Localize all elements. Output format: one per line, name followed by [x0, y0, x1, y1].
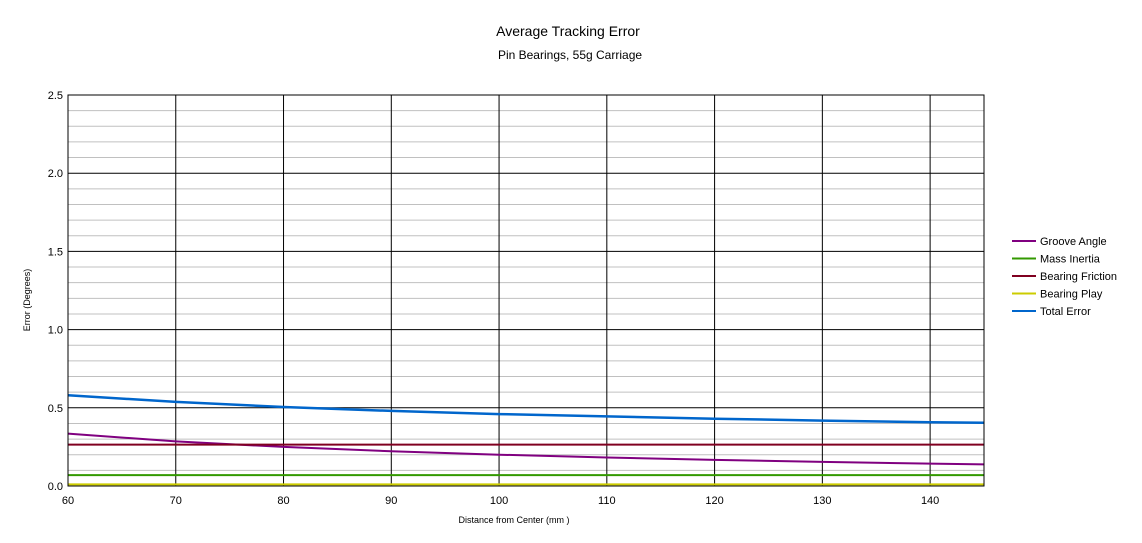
y-tick-label: 1.0	[48, 325, 63, 337]
legend-label-groove-angle: Groove Angle	[1040, 236, 1107, 248]
x-tick-label: 120	[705, 495, 723, 507]
series-layer	[67, 394, 985, 486]
x-tick-label: 110	[598, 495, 616, 507]
x-tick-label: 70	[170, 495, 182, 507]
series-line-total-error	[67, 394, 985, 425]
y-axis-label: Error (Degrees)	[22, 269, 32, 332]
chart-subtitle: Pin Bearings, 55g Carriage	[498, 48, 642, 62]
legend: Groove Angle Mass Inertia Bearing Friction…	[1012, 236, 1117, 318]
x-tick-label: 130	[813, 495, 831, 507]
y-tick-label: 0.5	[48, 403, 63, 415]
legend-label-total-error: Total Error	[1040, 306, 1091, 318]
y-tick-label: 0.0	[48, 481, 63, 493]
chart-title: Average Tracking Error	[496, 23, 640, 39]
legend-label-mass-inertia: Mass Inertia	[1040, 254, 1101, 266]
x-tick-label: 60	[62, 495, 74, 507]
legend-label-bearing-friction: Bearing Friction	[1040, 271, 1117, 283]
x-axis-label: Distance from Center (mm )	[458, 515, 569, 525]
x-tick-labels: 60 70 80 90 100 110 120 130 140	[62, 495, 939, 507]
y-tick-label: 1.5	[48, 246, 63, 258]
y-tick-labels: 0.0 0.5 1.0 1.5 2.0 2.5	[48, 90, 63, 493]
plot-frame	[67, 94, 985, 487]
x-tick-label: 80	[277, 495, 289, 507]
legend-label-bearing-play: Bearing Play	[1040, 289, 1103, 301]
y-tick-label: 2.0	[48, 168, 63, 180]
y-tick-label: 2.5	[48, 90, 63, 102]
grid	[67, 94, 984, 487]
x-tick-label: 100	[490, 495, 508, 507]
x-tick-label: 140	[921, 495, 939, 507]
series-line-groove-angle	[67, 432, 985, 466]
x-tick-label: 90	[385, 495, 397, 507]
